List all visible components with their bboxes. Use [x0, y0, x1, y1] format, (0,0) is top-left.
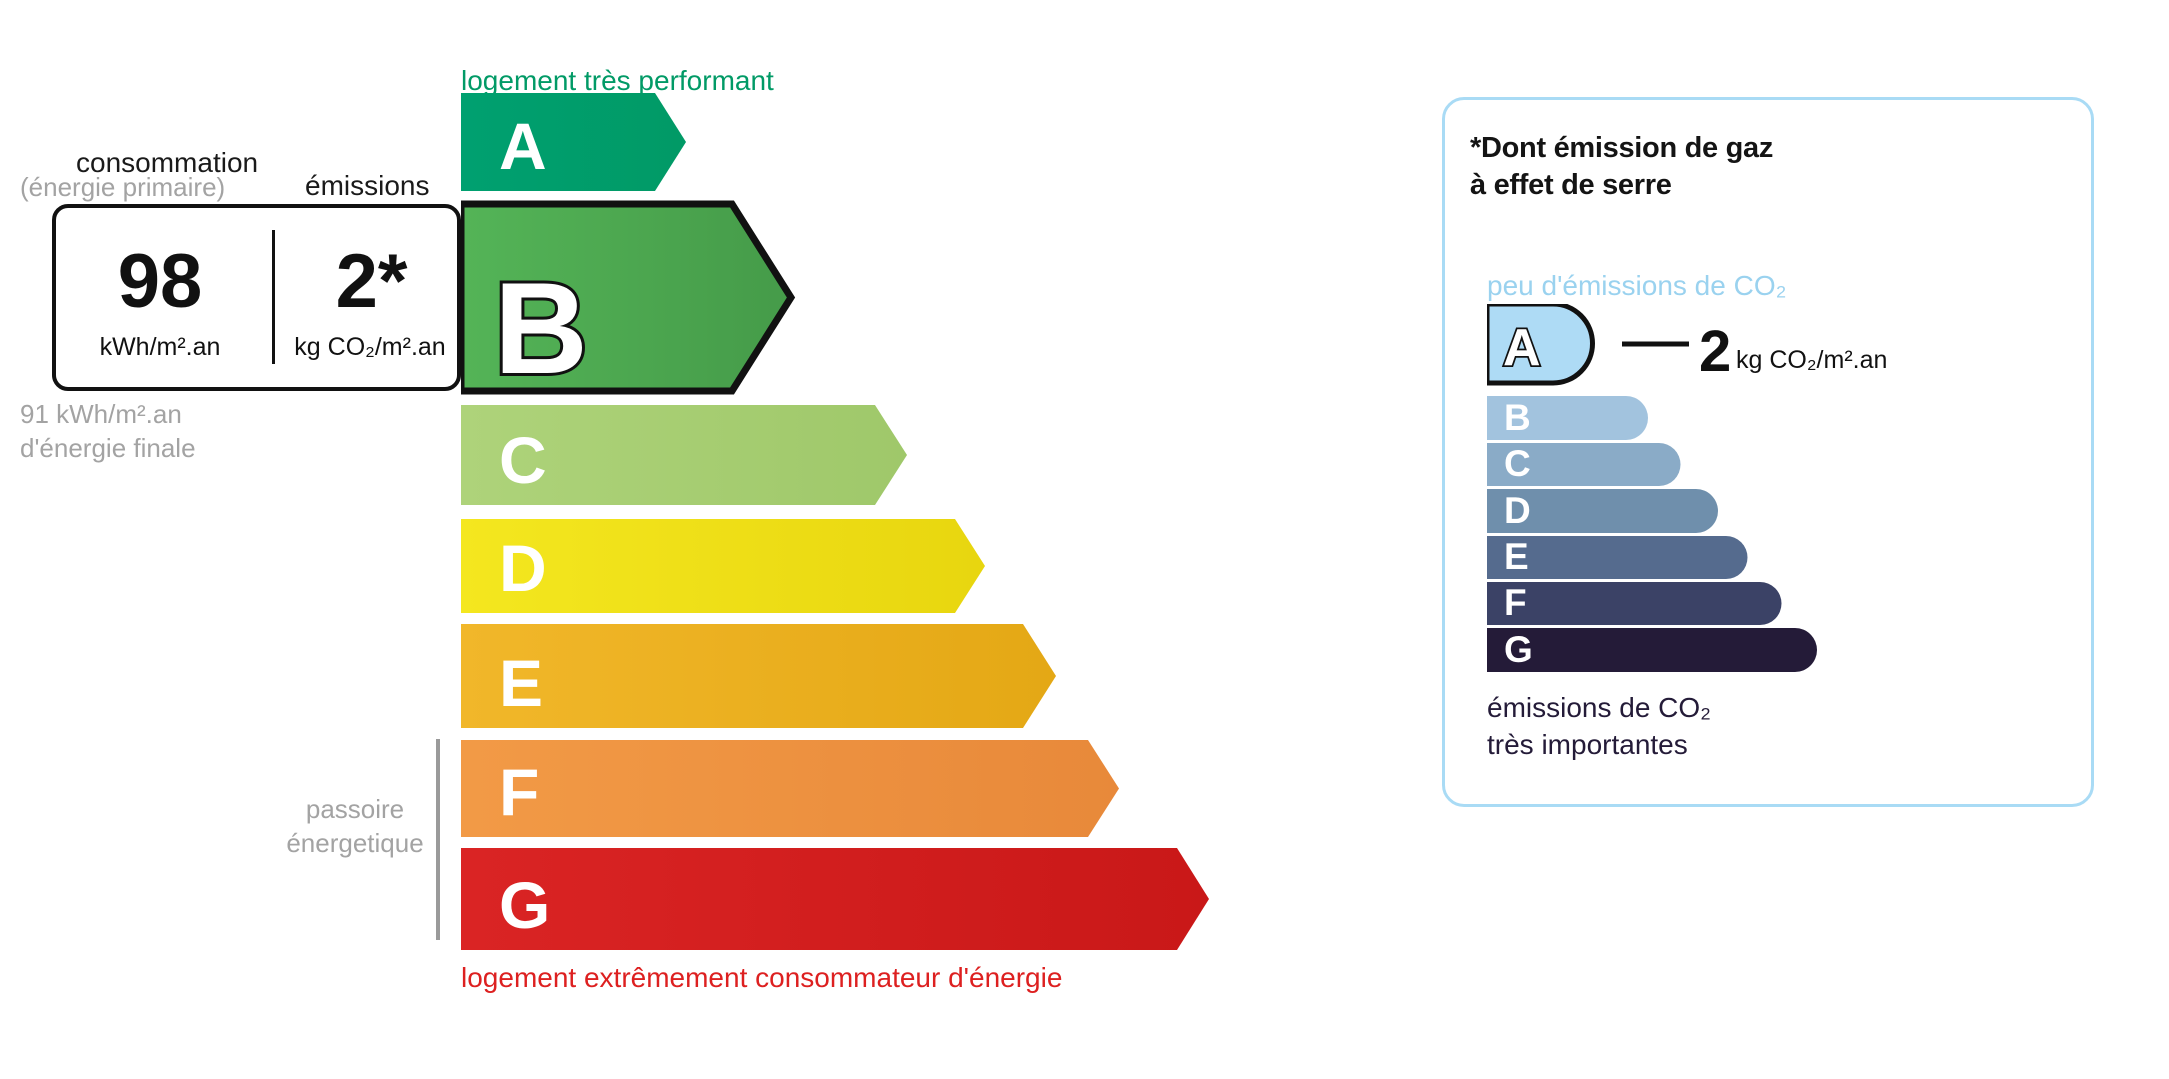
svg-text:F: F [1504, 582, 1527, 623]
svg-text:B: B [494, 255, 588, 401]
svg-text:B: B [1504, 397, 1531, 438]
svg-text:E: E [499, 646, 543, 720]
svg-text:D: D [499, 531, 547, 605]
svg-text:G: G [499, 868, 550, 942]
svg-text:G: G [1504, 629, 1533, 670]
svg-text:kg CO₂/m².an: kg CO₂/m².an [1736, 346, 1887, 374]
svg-text:F: F [499, 755, 539, 829]
svg-text:C: C [1504, 443, 1531, 484]
svg-text:D: D [1504, 490, 1531, 531]
svg-text:C: C [499, 423, 547, 497]
svg-text:E: E [1504, 536, 1529, 577]
svg-text:A: A [1503, 319, 1541, 377]
svg-text:A: A [499, 109, 547, 183]
svg-text:2: 2 [1699, 319, 1731, 384]
